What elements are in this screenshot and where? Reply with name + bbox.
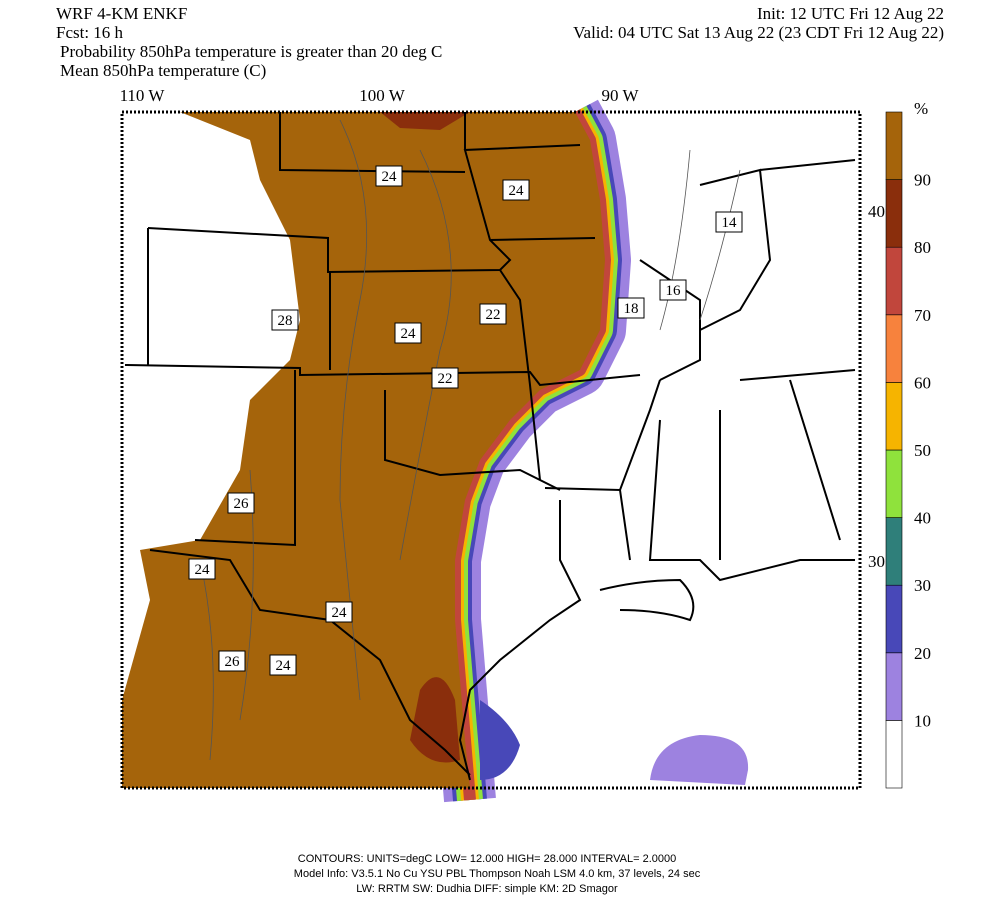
title: Probability 850hPa temperature is greate… xyxy=(60,42,442,61)
colorbar-segment xyxy=(885,584,903,654)
low-probability xyxy=(480,700,520,780)
contour-label-box xyxy=(271,309,299,331)
contour-label: 18 xyxy=(624,301,639,317)
contour-label-box xyxy=(659,279,687,301)
contour-label: 24 xyxy=(195,562,211,578)
subtitle: Mean 850hPa temperature (C) xyxy=(60,61,266,80)
footer: Model Info: V3.5.1 No Cu YSU PBL Thompso… xyxy=(294,868,701,880)
contour-label: 22 xyxy=(438,371,453,387)
colorbar-label: 30 xyxy=(914,576,931,595)
lon-label: 100 W xyxy=(359,86,405,105)
coast xyxy=(599,578,695,622)
colorbar-label: 70 xyxy=(914,306,931,325)
colorbar-segment xyxy=(885,246,903,316)
high-probability xyxy=(410,677,460,763)
contour-label-box xyxy=(479,303,507,325)
contour-label: 24 xyxy=(509,183,525,199)
colorbar-label: 20 xyxy=(914,644,931,663)
colorbar-segment xyxy=(885,314,903,383)
contour xyxy=(659,149,741,331)
border xyxy=(124,112,641,547)
border xyxy=(147,144,581,274)
colorbar-label: 50 xyxy=(914,441,931,460)
contour-label-box xyxy=(188,558,216,580)
contour-label: 24 xyxy=(401,326,417,342)
border xyxy=(149,549,471,776)
contour-label-box xyxy=(218,650,246,672)
contour-label-box xyxy=(375,165,403,187)
contour-label: 28 xyxy=(278,313,293,329)
contour-label-box xyxy=(325,601,353,623)
contour-label: 24 xyxy=(276,658,292,674)
forecast: Fcst: 16 h xyxy=(56,23,124,42)
contour-label-box xyxy=(431,367,459,389)
contour-label-box xyxy=(715,211,743,233)
colorbar-segment xyxy=(885,382,903,451)
colorbar-label: 10 xyxy=(914,711,931,730)
init: Init: 12 UTC Fri 12 Aug 22 xyxy=(757,4,944,23)
colorbar-label: 60 xyxy=(914,373,931,392)
colorbar-segment xyxy=(885,111,903,180)
model: WRF 4-KM ENKF xyxy=(56,4,187,23)
contour-label: 16 xyxy=(666,283,682,299)
map: 24 24 14 28 24 22 18 16 22 26 24 24 26 24 xyxy=(120,99,862,803)
colorbar-segment xyxy=(885,449,903,518)
footer: CONTOURS: UNITS=degC LOW= 12.000 HIGH= 2… xyxy=(298,853,676,865)
contour-label: 22 xyxy=(486,307,501,323)
map-frame xyxy=(120,110,862,790)
valid: Valid: 04 UTC Sat 13 Aug 22 (23 CDT Fri … xyxy=(573,23,944,42)
contour-label-box xyxy=(617,297,645,319)
border xyxy=(147,228,661,781)
contour-label-box xyxy=(502,179,530,201)
colorbar-label: 40 xyxy=(914,509,931,528)
contour-label: 14 xyxy=(722,215,738,231)
colorbar: 10 20 30 40 50 60 70 80 90% xyxy=(885,99,931,789)
colorbar-unit: % xyxy=(914,99,928,118)
colorbar-segment xyxy=(885,517,903,586)
colorbar-segment xyxy=(885,652,903,721)
footer: LW: RRTM SW: Dudhia DIFF: simple KM: 2D … xyxy=(356,883,618,895)
low-probability xyxy=(650,735,749,785)
contour-label-box xyxy=(269,654,297,676)
contour xyxy=(399,149,452,561)
contour-label: 26 xyxy=(234,496,250,512)
lon-label: 90 W xyxy=(602,86,640,105)
contour-label-box xyxy=(394,322,422,344)
colorbar-segment xyxy=(885,720,903,789)
contour-label-box xyxy=(227,492,255,514)
state-borders xyxy=(124,112,856,781)
border xyxy=(619,159,856,582)
lon-label: 110 W xyxy=(120,86,166,105)
colorbar-segment xyxy=(885,179,903,248)
contour-label: 24 xyxy=(382,169,398,185)
colorbar-label: 80 xyxy=(914,238,931,257)
colorbar-label: 90 xyxy=(914,171,931,190)
contour-label: 24 xyxy=(332,605,348,621)
probability-area xyxy=(122,112,605,788)
contour-label: 26 xyxy=(225,654,241,670)
high-probability xyxy=(380,112,470,130)
